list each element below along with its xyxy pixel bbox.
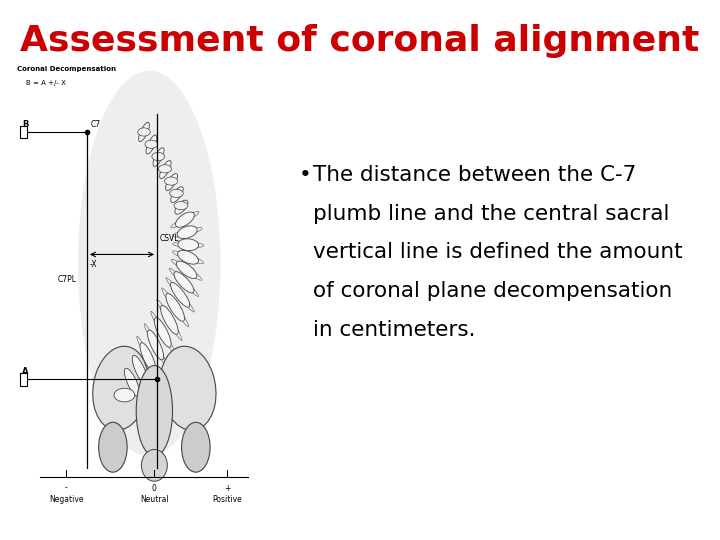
Text: Coronal Decompensation: Coronal Decompensation [17, 66, 116, 72]
Ellipse shape [140, 343, 156, 372]
Text: •: • [299, 165, 312, 185]
Text: 0: 0 [152, 483, 157, 492]
Text: B: B [22, 119, 29, 129]
Text: A: A [22, 367, 29, 376]
Ellipse shape [171, 282, 190, 307]
Text: The distance between the C-7: The distance between the C-7 [313, 165, 636, 185]
Text: C7PL: C7PL [57, 275, 76, 284]
Ellipse shape [148, 330, 163, 360]
Ellipse shape [170, 190, 184, 198]
Text: vertical line is defined the amount: vertical line is defined the amount [313, 242, 683, 262]
Text: CSVL: CSVL [160, 234, 179, 243]
Ellipse shape [78, 71, 220, 456]
Ellipse shape [139, 123, 149, 141]
Ellipse shape [175, 200, 188, 214]
Text: Positive: Positive [212, 495, 242, 504]
Ellipse shape [136, 366, 173, 456]
Text: C7: C7 [91, 120, 101, 130]
Ellipse shape [174, 201, 188, 210]
Text: of coronal plane decompensation: of coronal plane decompensation [313, 281, 672, 301]
Ellipse shape [93, 346, 148, 430]
Ellipse shape [161, 306, 178, 334]
Ellipse shape [153, 148, 164, 166]
Ellipse shape [160, 160, 171, 179]
Text: Negative: Negative [49, 495, 84, 504]
Ellipse shape [114, 388, 135, 402]
Ellipse shape [125, 368, 140, 397]
Text: -: - [65, 483, 68, 492]
Ellipse shape [160, 346, 216, 430]
Text: in centimeters.: in centimeters. [313, 320, 476, 340]
Text: Assessment of coronal alignment: Assessment of coronal alignment [20, 24, 700, 58]
Ellipse shape [174, 272, 194, 293]
Bar [20, 126, 27, 138]
Text: B = A +/- X: B = A +/- X [17, 80, 66, 86]
Text: +: + [224, 483, 230, 492]
Ellipse shape [154, 318, 171, 347]
Ellipse shape [164, 177, 178, 185]
Ellipse shape [176, 261, 197, 279]
Ellipse shape [166, 173, 178, 191]
Ellipse shape [138, 128, 150, 136]
Text: plumb line and the central sacral: plumb line and the central sacral [313, 204, 670, 224]
Ellipse shape [141, 449, 167, 481]
Ellipse shape [146, 135, 157, 154]
Circle shape [99, 422, 127, 472]
Ellipse shape [177, 226, 197, 239]
Circle shape [181, 422, 210, 472]
Ellipse shape [171, 187, 183, 202]
Ellipse shape [132, 355, 148, 384]
Ellipse shape [178, 251, 199, 264]
Text: Neutral: Neutral [140, 495, 168, 504]
Ellipse shape [166, 293, 184, 321]
Ellipse shape [152, 152, 165, 160]
Ellipse shape [178, 239, 199, 251]
Text: -X: -X [89, 260, 97, 269]
Ellipse shape [176, 212, 194, 227]
Ellipse shape [158, 165, 171, 173]
Bar [20, 373, 27, 386]
Ellipse shape [145, 140, 158, 148]
